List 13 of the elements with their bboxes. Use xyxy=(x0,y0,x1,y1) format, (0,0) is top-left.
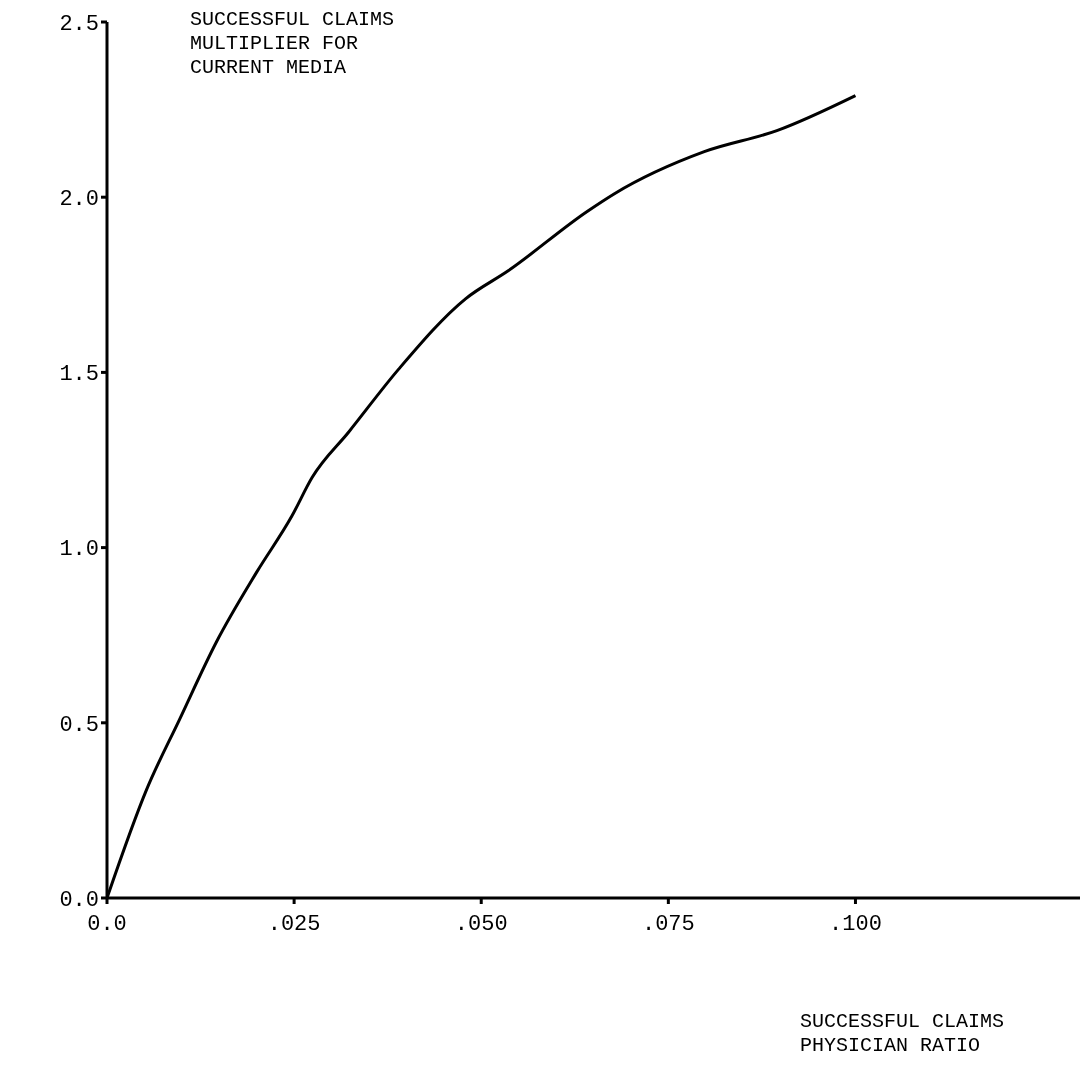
y-tick-label: 2.0 xyxy=(59,187,99,213)
y-axis-title: SUCCESSFUL CLAIMS MULTIPLIER FOR CURRENT MEDIA xyxy=(190,8,395,80)
x-tick-label: .025 xyxy=(267,911,321,937)
y-tick-label: 2.5 xyxy=(59,11,99,37)
x-tick-label: 0.0 xyxy=(87,911,127,937)
y-tick-label: 1.0 xyxy=(59,537,99,563)
x-tick-label: .075 xyxy=(641,911,695,937)
x-tick-label: .050 xyxy=(454,911,508,937)
y-tick-label: 0.0 xyxy=(59,887,99,913)
y-tick-label: 0.5 xyxy=(59,712,99,738)
y-tick-label: 1.5 xyxy=(59,362,99,388)
x-axis-title: SUCCESSFUL CLAIMS PHYSICIAN RATIO xyxy=(800,1010,1005,1058)
x-tick-label: .100 xyxy=(829,911,882,937)
